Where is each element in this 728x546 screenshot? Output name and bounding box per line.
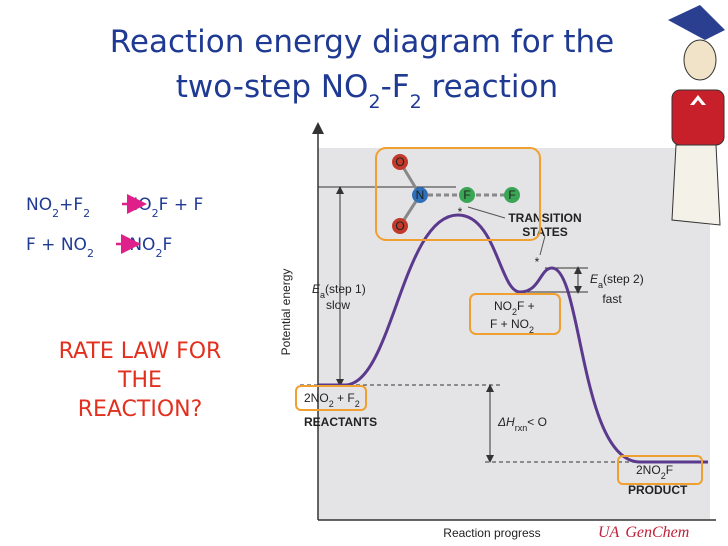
- enthalpy-label: ΔHrxn< O: [497, 415, 547, 433]
- atom-label: F: [508, 188, 515, 202]
- text: NO: [494, 299, 512, 313]
- question-line: REACTION?: [78, 397, 203, 422]
- highlight-box: [295, 385, 367, 411]
- atom-label: O: [395, 155, 404, 169]
- ea1-label: Ea(step 1): [312, 282, 366, 300]
- intermediate-label: F + NO2: [490, 317, 534, 335]
- subscript: 2: [329, 399, 334, 409]
- text: 2NO: [636, 463, 661, 477]
- highlight-box: [375, 147, 541, 241]
- mascot: [668, 5, 725, 226]
- text: (step 2): [603, 272, 644, 286]
- subscript: rxn: [515, 423, 528, 433]
- leader-line: [539, 235, 546, 256]
- reactant-title: REACTANTS: [304, 415, 377, 429]
- text: F: [162, 235, 172, 255]
- atom-label: N: [416, 188, 425, 202]
- subscript: a: [598, 280, 603, 290]
- subscript: 2: [529, 325, 534, 335]
- ts-label: STATES: [522, 225, 568, 239]
- text: ΔH: [497, 415, 515, 429]
- highlight-box: [617, 455, 703, 485]
- atom-label: O: [395, 219, 404, 233]
- text: E: [312, 282, 321, 296]
- subscript: 2: [410, 91, 422, 113]
- product-label: 2NO2F: [636, 463, 673, 481]
- text: -F: [381, 69, 410, 105]
- subscript: 2: [52, 207, 59, 220]
- text: F + NO: [490, 317, 529, 331]
- subscript: 2: [368, 91, 380, 113]
- subscript: 2: [83, 207, 90, 220]
- text: (step 1): [325, 282, 366, 296]
- text: < O: [527, 415, 547, 429]
- text: NO: [26, 195, 52, 215]
- x-axis-label: Reaction progress: [443, 526, 540, 540]
- subscript: 2: [512, 307, 517, 317]
- molecule: [392, 154, 520, 234]
- ts-label: TRANSITION: [508, 211, 581, 225]
- energy-curve: [318, 213, 708, 464]
- ea2-label: Ea(step 2): [590, 272, 644, 290]
- reactant-label: 2NO2 + F2: [304, 391, 360, 409]
- subscript: a: [320, 290, 325, 300]
- text: F +: [517, 299, 535, 313]
- ea1-note: slow: [326, 298, 350, 312]
- ts-marker: *: [458, 205, 463, 219]
- text: + F: [334, 391, 355, 405]
- question-line: THE: [117, 368, 162, 393]
- ts-marker: *: [535, 255, 540, 269]
- y-axis-label: Potential energy: [279, 269, 293, 356]
- product-title: PRODUCT: [628, 483, 688, 497]
- text: F + NO: [26, 235, 87, 255]
- subscript: 2: [87, 247, 94, 260]
- text: F: [666, 463, 673, 477]
- highlight-box: [469, 293, 561, 335]
- equation: F + NO2 NO2F: [26, 235, 172, 260]
- text: +F: [59, 195, 83, 215]
- question-line: RATE LAW FOR: [59, 339, 222, 364]
- text: E: [590, 272, 599, 286]
- footer: UA GenChem: [598, 524, 689, 541]
- intermediate-label: NO2F +: [494, 299, 535, 317]
- text: F + F: [159, 195, 204, 215]
- subscript: 2: [152, 207, 159, 220]
- ea2-note: fast: [602, 292, 622, 306]
- text: UA: [598, 524, 620, 541]
- text: reaction: [422, 69, 558, 105]
- title-line: two-step NO2-F2 reaction: [146, 69, 578, 113]
- text: 2NO: [304, 391, 329, 405]
- leader-line: [467, 206, 506, 219]
- text: two-step NO: [176, 69, 369, 105]
- subscript: 2: [155, 247, 162, 260]
- title-line: Reaction energy diagram for the: [110, 24, 614, 60]
- subscript: 2: [661, 471, 666, 481]
- text: GenChem: [625, 524, 689, 541]
- atom-label: F: [463, 188, 470, 202]
- subscript: 2: [355, 399, 360, 409]
- equation: NO2+F2 NO2F + F: [26, 195, 203, 220]
